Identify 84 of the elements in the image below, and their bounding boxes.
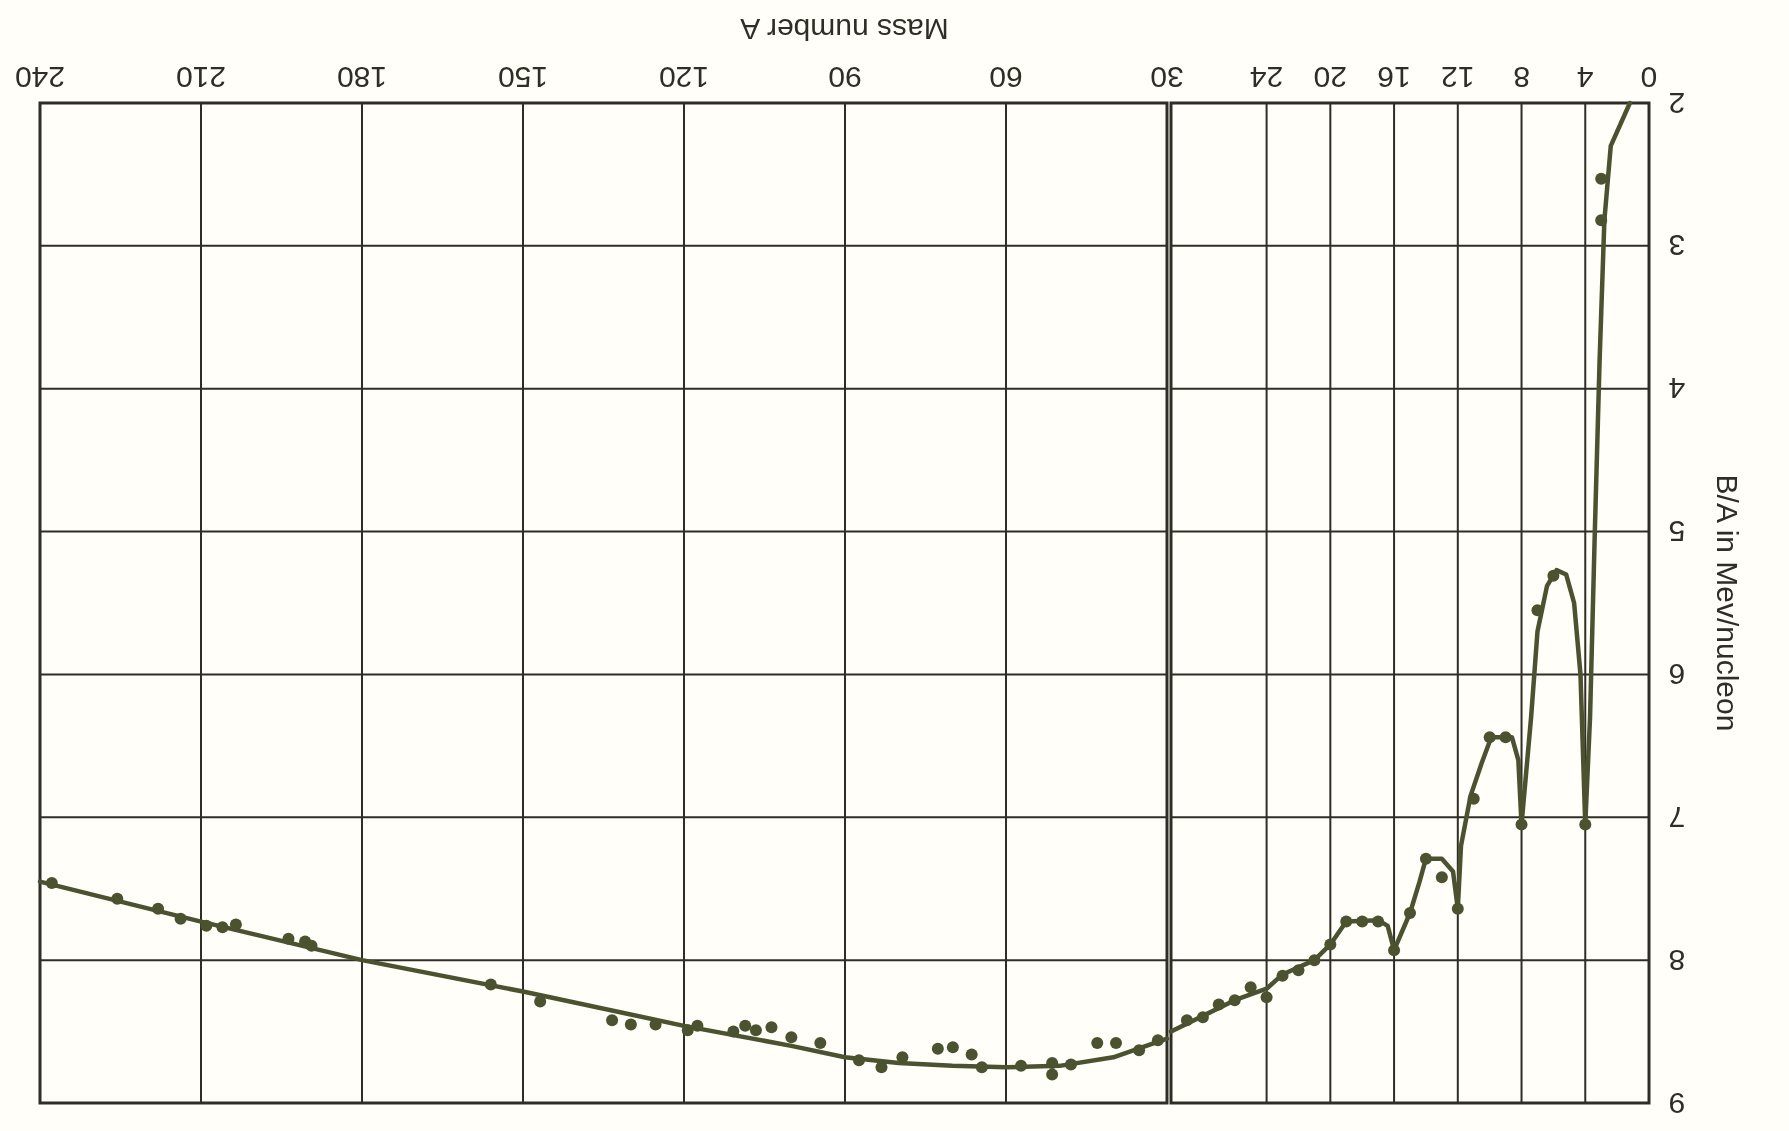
point: [1372, 915, 1385, 928]
x-tick-label: 12: [1441, 60, 1475, 94]
point: [1292, 964, 1305, 977]
point: [152, 902, 165, 915]
point: [1340, 915, 1353, 928]
point: [1180, 1014, 1193, 1027]
point: [1579, 818, 1592, 831]
x-tick-label: 150: [497, 60, 549, 94]
x-tick-label: 16: [1377, 60, 1411, 94]
point: [1133, 1044, 1146, 1057]
point: [1276, 969, 1289, 982]
point: [200, 919, 213, 932]
y-tick-label: 7: [1668, 800, 1686, 834]
x-tick-label: 120: [658, 60, 710, 94]
point: [931, 1042, 944, 1055]
point: [1046, 1068, 1059, 1081]
y-tick-label: 5: [1668, 515, 1686, 549]
point: [814, 1037, 827, 1049]
x-tick-label: 180: [336, 60, 388, 94]
y-tick-label: 9: [1668, 1086, 1686, 1120]
point: [1419, 852, 1432, 865]
point: [1483, 731, 1496, 744]
point: [1260, 991, 1273, 1004]
point: [1110, 1037, 1123, 1049]
y-tick-label: 8: [1668, 943, 1686, 977]
point: [946, 1041, 959, 1054]
point: [1091, 1037, 1104, 1049]
point: [852, 1054, 865, 1067]
x-tick-label: 0: [1640, 60, 1658, 94]
point: [1356, 915, 1369, 928]
x-tick-label: 240: [14, 60, 66, 94]
point: [1515, 818, 1528, 831]
point: [1324, 938, 1337, 951]
point: [739, 1019, 752, 1032]
x-tick-label: 4: [1576, 60, 1594, 94]
y-tick-label: 6: [1668, 657, 1686, 691]
point: [1015, 1059, 1028, 1072]
point: [681, 1024, 694, 1037]
point: [45, 877, 58, 889]
point: [1435, 871, 1448, 884]
point: [1046, 1057, 1059, 1069]
point: [305, 939, 318, 952]
point: [1451, 902, 1464, 915]
x-tick-label: 30: [1150, 60, 1184, 94]
point: [1064, 1058, 1077, 1071]
point: [1308, 954, 1321, 967]
point: [975, 1061, 988, 1074]
point: [965, 1048, 978, 1061]
point: [1212, 998, 1225, 1011]
y-tick-label: 3: [1668, 229, 1686, 263]
x-tick-label: 210: [175, 60, 227, 94]
point: [534, 995, 547, 1008]
line-series: [1168, 100, 1633, 1034]
point: [484, 978, 497, 991]
point: [1547, 569, 1560, 582]
x-tick-label: 24: [1249, 60, 1284, 94]
x-axis-title: Mass number A: [740, 12, 949, 46]
x-tick-label: 90: [828, 60, 862, 94]
point: [1196, 1011, 1209, 1024]
x-tick-label: 60: [989, 60, 1023, 94]
point: [691, 1019, 704, 1032]
point: [1151, 1034, 1164, 1047]
point: [727, 1025, 740, 1038]
point: [111, 892, 124, 905]
point: [282, 932, 295, 945]
point: [1388, 944, 1401, 957]
y-tick-label: 4: [1668, 372, 1686, 406]
point: [1244, 981, 1257, 994]
point: [216, 921, 229, 934]
point: [1404, 907, 1416, 919]
x-tick-label: 8: [1513, 60, 1530, 94]
point: [785, 1031, 798, 1044]
point: [749, 1024, 762, 1037]
y-tick-label: 2: [1668, 86, 1686, 120]
point: [1595, 214, 1608, 227]
point: [765, 1021, 778, 1034]
point: [1228, 994, 1241, 1007]
point: [1467, 792, 1480, 805]
x-tick-label: 20: [1313, 60, 1348, 94]
point: [624, 1018, 637, 1031]
point: [174, 912, 187, 925]
point: [606, 1014, 619, 1027]
y-axis-title: B/A in Mev/nucleon: [1710, 474, 1744, 732]
point: [1499, 731, 1512, 744]
